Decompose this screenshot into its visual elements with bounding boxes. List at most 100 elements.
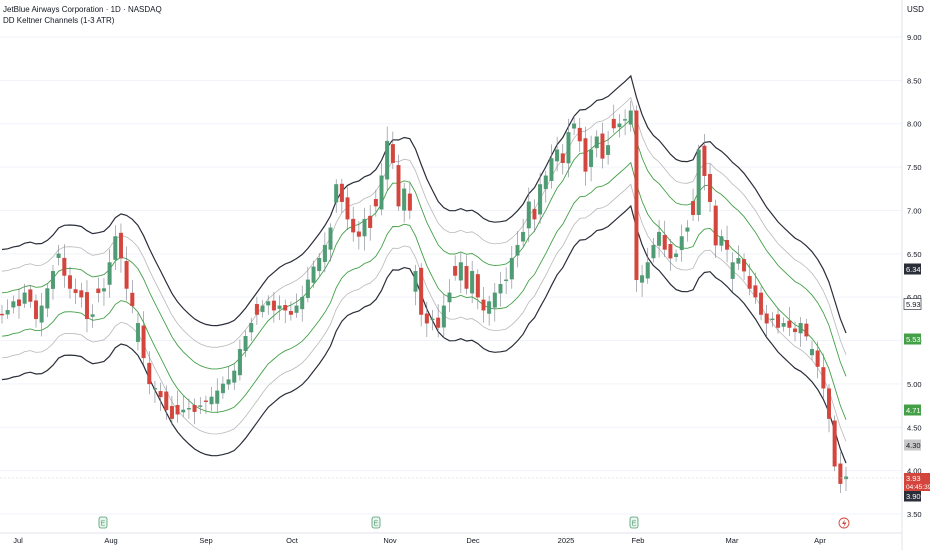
candle bbox=[147, 351, 152, 395]
candle bbox=[249, 317, 254, 342]
candle-body bbox=[232, 370, 237, 383]
price-tag-bg bbox=[904, 333, 921, 345]
candle-body bbox=[521, 231, 526, 242]
price-tag-text: 5.53 bbox=[906, 335, 921, 344]
time-label: Jul bbox=[13, 536, 23, 545]
time-label: Apr bbox=[814, 536, 826, 545]
time-label: Nov bbox=[383, 536, 397, 545]
candle bbox=[566, 118, 571, 178]
candle bbox=[594, 130, 599, 158]
time-axis[interactable]: Jul Aug Sep Oct Nov Dec 2025 Feb Mar Apr bbox=[0, 532, 902, 545]
candle-body bbox=[322, 244, 327, 262]
candle bbox=[538, 172, 543, 224]
price-tag-upper-1atr: 5.93 bbox=[903, 298, 922, 310]
candle bbox=[827, 384, 832, 433]
candle bbox=[356, 220, 361, 250]
candle bbox=[84, 280, 89, 333]
indicator-title[interactable]: DD Keltner Channels (1-3 ATR) bbox=[3, 16, 115, 25]
candle bbox=[175, 390, 180, 423]
candle bbox=[447, 279, 452, 313]
candle bbox=[504, 267, 509, 295]
candle bbox=[776, 307, 781, 334]
price-tick-label: 8.50 bbox=[907, 76, 922, 85]
price-tag-bg bbox=[903, 298, 922, 310]
candle-body bbox=[73, 289, 78, 294]
candle-body bbox=[186, 407, 191, 410]
candle-body bbox=[827, 388, 832, 419]
earnings-marker-bg bbox=[371, 516, 381, 529]
candle bbox=[101, 278, 106, 306]
candle-body bbox=[566, 132, 571, 164]
price-tag-text: 4.30 bbox=[906, 441, 921, 450]
candle-body bbox=[821, 367, 826, 389]
candle-body bbox=[379, 175, 384, 210]
candle bbox=[441, 293, 446, 339]
candle-body bbox=[220, 383, 225, 394]
candle-body bbox=[543, 175, 548, 190]
candle bbox=[158, 382, 163, 411]
candle-body bbox=[419, 267, 424, 315]
candle-body bbox=[113, 236, 118, 260]
candle-body bbox=[515, 244, 520, 256]
candle bbox=[730, 252, 735, 292]
candle-body bbox=[804, 323, 809, 337]
candle-body bbox=[5, 309, 10, 315]
candle-body bbox=[572, 123, 577, 129]
candle-body bbox=[776, 314, 781, 328]
candle-body bbox=[317, 257, 322, 272]
candle-body bbox=[498, 283, 503, 294]
candle bbox=[396, 154, 401, 211]
candle bbox=[770, 312, 775, 328]
candle bbox=[798, 317, 803, 347]
price-tag-text: 4.71 bbox=[906, 406, 921, 415]
candle bbox=[164, 385, 169, 420]
candle bbox=[334, 179, 339, 213]
candle bbox=[198, 397, 203, 415]
earnings-marker: E bbox=[98, 516, 108, 529]
candle bbox=[209, 386, 214, 412]
candle bbox=[611, 104, 616, 134]
symbol-title[interactable]: JetBlue Airways Corporation · 1D · NASDA… bbox=[3, 5, 162, 14]
candle-body bbox=[798, 323, 803, 334]
candle-body bbox=[334, 184, 339, 203]
candle bbox=[674, 249, 679, 262]
candle bbox=[215, 378, 220, 414]
candle-body bbox=[810, 349, 815, 356]
earnings-marker-label: E bbox=[632, 521, 637, 528]
candle bbox=[322, 232, 327, 273]
price-tick-label: 6.00 bbox=[907, 293, 922, 302]
candle-body bbox=[56, 253, 61, 258]
candle-body bbox=[600, 133, 605, 159]
candle-body bbox=[345, 197, 350, 220]
candle bbox=[424, 301, 429, 337]
earnings-marker-label: E bbox=[374, 521, 379, 528]
price-axis[interactable]: USD9.008.508.007.507.006.506.005.505.004… bbox=[901, 0, 932, 550]
time-label: Aug bbox=[104, 536, 117, 545]
candle bbox=[657, 219, 662, 258]
candle-body bbox=[351, 218, 356, 233]
price-tick-label: 7.50 bbox=[907, 163, 922, 172]
candle-body bbox=[617, 123, 622, 128]
candle-body bbox=[164, 391, 169, 411]
candle bbox=[589, 135, 594, 182]
candle-body bbox=[538, 184, 543, 215]
candle bbox=[300, 285, 305, 322]
candle-body bbox=[50, 270, 55, 289]
candle-body bbox=[447, 292, 452, 303]
candle bbox=[742, 253, 747, 281]
candle bbox=[345, 187, 350, 231]
candle-body bbox=[130, 292, 135, 307]
candle-body bbox=[436, 317, 441, 328]
candle-body bbox=[475, 274, 480, 298]
candle bbox=[509, 246, 514, 289]
candle-body bbox=[294, 305, 299, 313]
candle-body bbox=[430, 318, 435, 321]
candle bbox=[79, 282, 84, 308]
candle bbox=[107, 249, 112, 298]
candle bbox=[373, 189, 378, 217]
candle-body bbox=[464, 266, 469, 289]
candle-body bbox=[237, 349, 242, 376]
candle bbox=[787, 307, 792, 337]
candle bbox=[549, 144, 554, 189]
